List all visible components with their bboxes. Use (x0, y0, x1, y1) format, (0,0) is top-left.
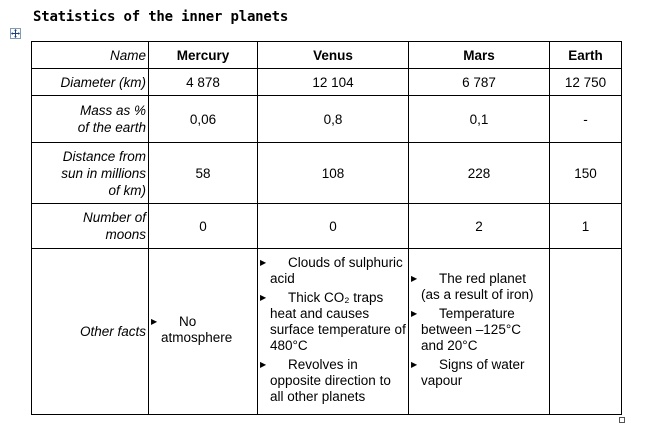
bullet-icon: ▶ (151, 317, 158, 326)
fact-text: The red planet (as a result of iron) (421, 271, 534, 302)
fact-text: Signs of water vapour (421, 357, 525, 388)
fact-text: No atmosphere (161, 314, 233, 345)
header-mercury: Mercury (148, 41, 258, 69)
row-label-mass-line-1: Mass as % (79, 103, 146, 118)
table-move-handle-icon[interactable] (10, 28, 21, 39)
cell-facts-mars: ▶ The red planet (as a result of iron) ▶ T… (408, 248, 550, 415)
cell-moons-mercury: 0 (148, 203, 258, 249)
facts-list-mercury: ▶ No atmosphere (151, 314, 255, 346)
cell-distance-earth: 150 (549, 142, 622, 204)
cell-diameter-earth: 12 750 (549, 68, 622, 96)
cell-mass-earth: - (549, 95, 622, 143)
list-item: ▶ Thick CO₂ traps heat and causes surface… (260, 290, 406, 354)
cell-facts-venus: ▶ Clouds of sulphuric acid ▶ Thick CO₂ tra… (257, 248, 409, 415)
table-resize-handle[interactable] (619, 417, 625, 423)
cell-moons-venus: 0 (257, 203, 409, 249)
row-label-moons-line-2: moons (105, 227, 146, 242)
cell-mass-venus: 0,8 (257, 95, 409, 143)
cell-mass-mars: 0,1 (408, 95, 550, 143)
row-label-moons-line-1: Number of (82, 210, 146, 225)
table-row-mass: Mass as % of the earth 0,06 0,8 0,1 - (31, 95, 622, 143)
list-item: ▶ Temperature between –125°C and 20°C (411, 306, 547, 354)
row-label-mass-line-2: of the earth (77, 120, 146, 135)
bullet-icon: ▶ (411, 360, 418, 369)
header-venus: Venus (257, 41, 409, 69)
list-item: ▶ No atmosphere (151, 314, 255, 346)
row-label-diameter: Diameter (km) (31, 68, 149, 96)
fact-text: Temperature between –125°C and 20°C (421, 306, 521, 353)
row-label-distance-line-2: sun in millions (61, 165, 146, 181)
facts-list-mars: ▶ The red planet (as a result of iron) ▶ T… (411, 271, 547, 389)
list-item: ▶ Clouds of sulphuric acid (260, 255, 406, 287)
facts-list-venus: ▶ Clouds of sulphuric acid ▶ Thick CO₂ tra… (260, 255, 406, 405)
cell-distance-venus: 108 (257, 142, 409, 204)
cell-facts-mercury: ▶ No atmosphere (148, 248, 258, 415)
cell-distance-mercury: 58 (148, 142, 258, 204)
cell-diameter-venus: 12 104 (257, 68, 409, 96)
row-label-distance-line-3: of km) (108, 182, 146, 198)
row-label-moons: Number of moons (31, 203, 149, 249)
table-header-row: Name Mercury Venus Mars Earth (31, 41, 622, 69)
cell-mass-mercury: 0,06 (148, 95, 258, 143)
cell-moons-earth: 1 (549, 203, 622, 249)
cell-distance-mars: 228 (408, 142, 550, 204)
table-row-moons: Number of moons 0 0 2 1 (31, 203, 622, 249)
row-label-distance: Distance from sun in millions of km) (31, 142, 149, 204)
row-label-mass: Mass as % of the earth (31, 95, 149, 143)
cell-diameter-mars: 6 787 (408, 68, 550, 96)
row-label-distance-line-1: Distance from (62, 148, 146, 164)
header-name-cell: Name (31, 41, 149, 69)
document-title: Statistics of the inner planets (33, 9, 289, 25)
cell-facts-earth (549, 248, 622, 415)
fact-text: Thick CO₂ traps heat and causes surface … (270, 290, 406, 353)
fact-text: Clouds of sulphuric acid (270, 255, 403, 286)
list-item: ▶ Signs of water vapour (411, 357, 547, 389)
bullet-icon: ▶ (411, 309, 418, 318)
cell-moons-mars: 2 (408, 203, 550, 249)
row-label-other-facts: Other facts (31, 248, 149, 415)
table-row-diameter: Diameter (km) 4 878 12 104 6 787 12 750 (31, 68, 622, 96)
header-mars: Mars (408, 41, 550, 69)
table-row-other-facts: Other facts ▶ No atmosphere ▶ Clouds of su… (31, 248, 622, 415)
bullet-icon: ▶ (411, 274, 418, 283)
fact-text: Revolves in opposite direction to all ot… (270, 357, 391, 404)
bullet-icon: ▶ (260, 258, 267, 267)
list-item: ▶ The red planet (as a result of iron) (411, 271, 547, 303)
list-item: ▶ Revolves in opposite direction to all o… (260, 357, 406, 405)
planet-statistics-table[interactable]: Name Mercury Venus Mars Earth Diameter (… (31, 41, 622, 415)
table-row-distance: Distance from sun in millions of km) 58 … (31, 142, 622, 204)
header-earth: Earth (549, 41, 622, 69)
bullet-icon: ▶ (260, 360, 267, 369)
cell-diameter-mercury: 4 878 (148, 68, 258, 96)
bullet-icon: ▶ (260, 293, 267, 302)
